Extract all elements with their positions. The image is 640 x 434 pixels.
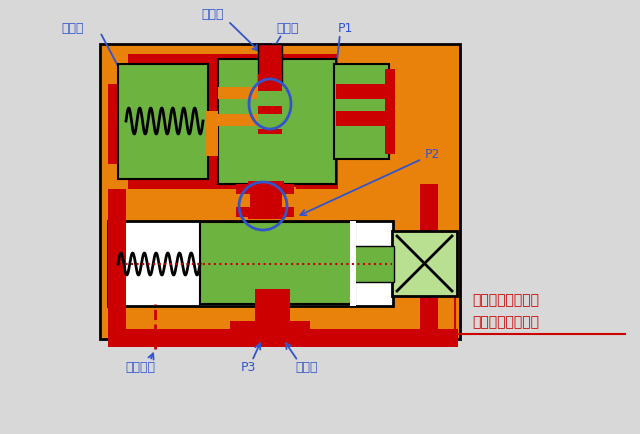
Bar — [236, 187, 250, 213]
Bar — [244, 115, 314, 130]
Bar — [200, 223, 355, 304]
Bar — [118, 65, 208, 180]
Bar — [206, 112, 218, 157]
Bar — [334, 65, 389, 160]
Bar — [385, 70, 395, 155]
Bar — [392, 231, 457, 296]
Bar — [336, 112, 388, 127]
Bar — [236, 207, 294, 217]
Bar — [108, 221, 393, 306]
Bar — [108, 55, 128, 190]
Bar — [218, 88, 258, 100]
Bar — [108, 329, 458, 347]
Bar — [255, 289, 290, 339]
Bar — [248, 181, 284, 220]
Bar — [350, 221, 356, 306]
Bar — [108, 85, 120, 164]
Bar — [108, 190, 126, 334]
Bar — [352, 247, 394, 283]
Bar — [236, 184, 294, 194]
Text: P3: P3 — [240, 361, 256, 374]
Bar — [230, 321, 310, 339]
Bar — [218, 115, 258, 127]
Bar — [258, 75, 282, 135]
Text: 进油口: 进油口 — [276, 21, 300, 34]
Text: 当出口压力升高时: 当出口压力升高时 — [472, 314, 539, 328]
Text: 节流口: 节流口 — [61, 21, 84, 34]
Text: 减压口: 减压口 — [202, 9, 224, 21]
Text: P2: P2 — [425, 148, 440, 161]
Bar — [282, 187, 296, 213]
Text: P1: P1 — [337, 21, 353, 34]
Bar — [336, 85, 388, 100]
Text: 出油口: 出油口 — [296, 361, 318, 374]
Bar — [100, 45, 460, 339]
Text: 当出口压力降底时: 当出口压力降底时 — [472, 293, 539, 306]
Text: 泄露油口: 泄露油口 — [125, 361, 155, 374]
Bar — [108, 55, 338, 190]
Bar — [244, 92, 314, 107]
Bar — [258, 45, 282, 85]
Bar — [241, 97, 316, 115]
Bar — [218, 60, 336, 184]
Bar — [420, 184, 438, 339]
